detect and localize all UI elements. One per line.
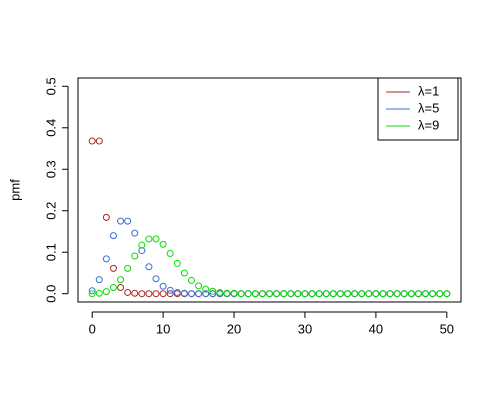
point bbox=[258, 290, 266, 298]
point bbox=[294, 290, 302, 298]
point bbox=[223, 289, 231, 297]
point bbox=[145, 263, 153, 271]
y-tick-label: 0.3 bbox=[43, 160, 58, 178]
point bbox=[166, 249, 174, 257]
point bbox=[109, 232, 117, 240]
point bbox=[88, 287, 96, 295]
point bbox=[131, 252, 139, 260]
point bbox=[351, 290, 359, 298]
legend-label: λ=1 bbox=[418, 83, 439, 98]
point bbox=[422, 290, 430, 298]
plot-box bbox=[77, 77, 462, 303]
point bbox=[117, 217, 125, 225]
point bbox=[209, 290, 217, 298]
legend-label: λ=9 bbox=[418, 117, 439, 132]
point bbox=[117, 276, 125, 284]
point bbox=[195, 290, 203, 298]
point bbox=[237, 290, 245, 298]
point bbox=[202, 285, 210, 293]
point bbox=[138, 241, 146, 249]
point bbox=[329, 290, 337, 298]
point bbox=[95, 137, 103, 145]
point bbox=[393, 290, 401, 298]
y-tick-label: 0.0 bbox=[43, 285, 58, 303]
point bbox=[173, 259, 181, 267]
point bbox=[131, 229, 139, 237]
point bbox=[173, 288, 181, 296]
point bbox=[180, 289, 188, 297]
point bbox=[138, 247, 146, 255]
point bbox=[315, 290, 323, 298]
y-axis-label: pmf bbox=[7, 179, 22, 201]
point bbox=[251, 290, 259, 298]
point bbox=[109, 264, 117, 272]
x-tick-label: 40 bbox=[369, 321, 383, 336]
point bbox=[230, 289, 238, 297]
point bbox=[436, 290, 444, 298]
point bbox=[88, 290, 96, 298]
y-tick-label: 0.5 bbox=[43, 77, 58, 95]
point bbox=[95, 276, 103, 284]
point bbox=[244, 290, 252, 298]
point bbox=[202, 290, 210, 298]
y-tick-label: 0.4 bbox=[43, 119, 58, 137]
point bbox=[308, 290, 316, 298]
point bbox=[358, 290, 366, 298]
point bbox=[124, 217, 132, 225]
point bbox=[195, 282, 203, 290]
point bbox=[414, 290, 422, 298]
x-tick-label: 20 bbox=[227, 321, 241, 336]
point bbox=[400, 290, 408, 298]
point bbox=[131, 289, 139, 297]
point bbox=[287, 290, 295, 298]
point bbox=[166, 290, 174, 298]
point bbox=[301, 290, 309, 298]
point bbox=[117, 283, 125, 291]
point bbox=[187, 276, 195, 284]
point bbox=[429, 290, 437, 298]
point bbox=[159, 290, 167, 298]
point bbox=[266, 290, 273, 298]
point bbox=[102, 213, 110, 221]
point bbox=[145, 290, 153, 298]
point bbox=[152, 290, 160, 298]
point bbox=[273, 290, 281, 298]
point bbox=[216, 288, 224, 296]
x-tick-label: 50 bbox=[440, 321, 454, 336]
point bbox=[152, 275, 160, 283]
point bbox=[365, 290, 373, 298]
point bbox=[159, 282, 167, 290]
point bbox=[88, 137, 96, 145]
y-tick-label: 0.2 bbox=[43, 202, 58, 220]
point bbox=[138, 290, 146, 298]
x-tick-label: 0 bbox=[89, 321, 96, 336]
point bbox=[152, 235, 160, 243]
point bbox=[124, 264, 132, 272]
point bbox=[280, 290, 288, 298]
point bbox=[379, 290, 387, 298]
point bbox=[95, 289, 103, 297]
point bbox=[159, 240, 167, 248]
legend-label: λ=5 bbox=[418, 100, 439, 115]
point bbox=[124, 288, 132, 296]
point bbox=[407, 290, 415, 298]
point bbox=[372, 290, 380, 298]
point bbox=[145, 235, 153, 243]
point bbox=[187, 290, 195, 298]
point bbox=[180, 269, 188, 277]
x-tick-label: 30 bbox=[298, 321, 312, 336]
point bbox=[322, 290, 330, 298]
point bbox=[443, 290, 451, 298]
point bbox=[166, 286, 174, 294]
y-tick-label: 0.1 bbox=[43, 243, 58, 261]
point bbox=[344, 290, 352, 298]
point bbox=[102, 288, 110, 296]
point bbox=[109, 283, 117, 291]
x-tick-label: 10 bbox=[156, 321, 170, 336]
point bbox=[102, 255, 110, 263]
point bbox=[386, 290, 394, 298]
point bbox=[336, 290, 344, 298]
point bbox=[209, 287, 217, 295]
